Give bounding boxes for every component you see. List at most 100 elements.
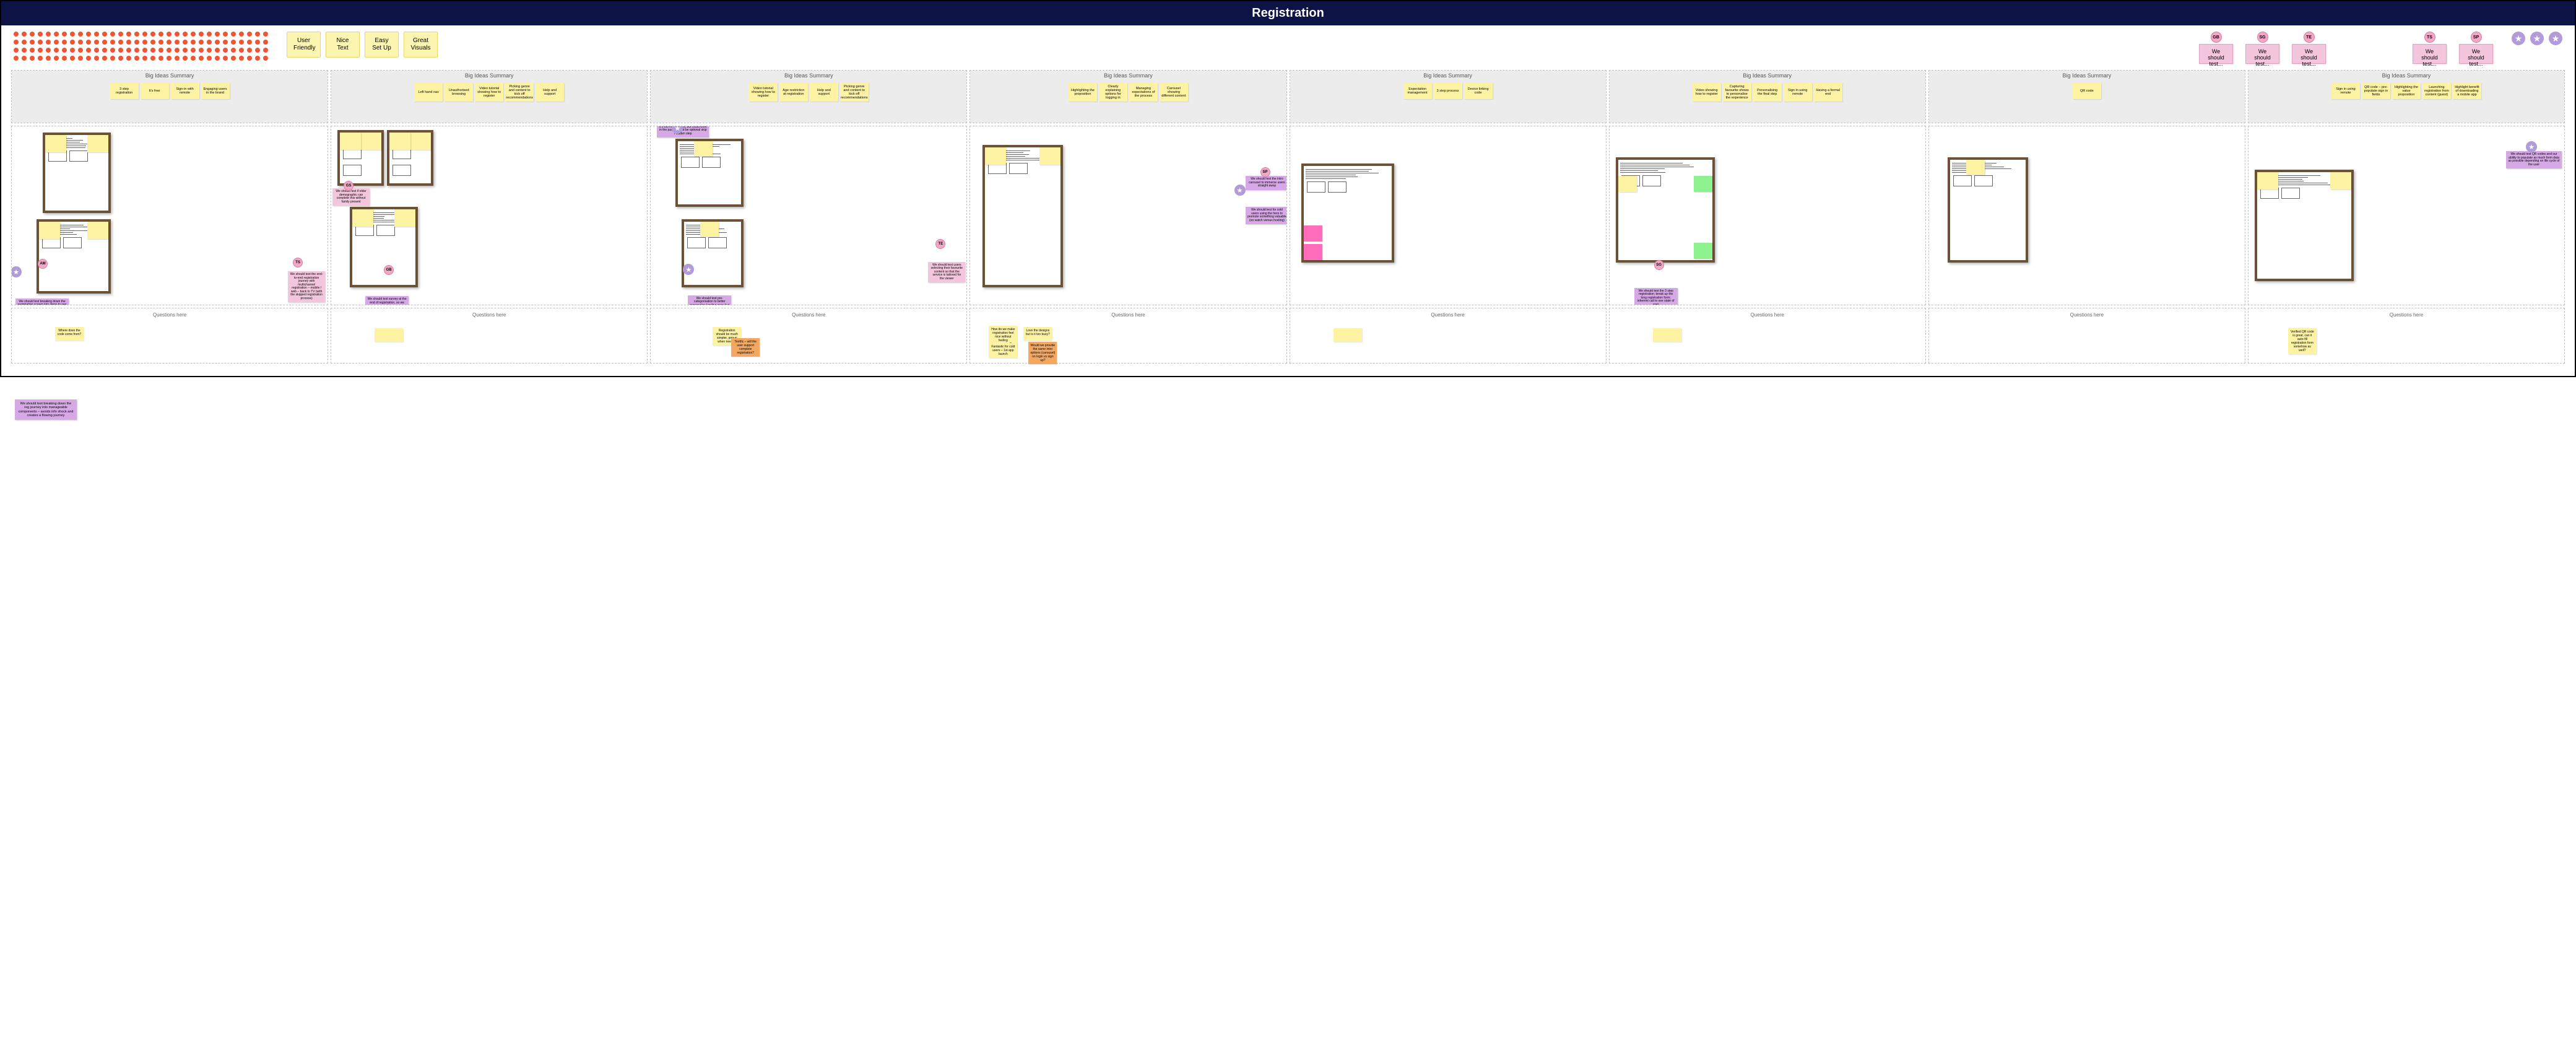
voting-dot[interactable] <box>126 56 131 61</box>
voting-dot[interactable] <box>78 40 83 45</box>
voting-dot[interactable] <box>62 32 67 37</box>
idea-sticky[interactable]: Help and support <box>536 83 564 102</box>
voting-dot[interactable] <box>207 48 212 53</box>
question-sticky[interactable]: Where does the code come from? <box>55 327 84 341</box>
voting-dot[interactable] <box>199 56 204 61</box>
voting-dot[interactable] <box>158 48 163 53</box>
voting-dot[interactable] <box>142 40 147 45</box>
question-sticky[interactable]: Terrific – will the user support complet… <box>731 338 760 357</box>
voting-dot[interactable] <box>255 48 260 53</box>
test-note[interactable]: TSWe should test... <box>2413 32 2447 64</box>
sketch-photo[interactable] <box>37 219 111 294</box>
voting-dot[interactable] <box>22 56 27 61</box>
voting-dot[interactable] <box>102 32 107 37</box>
voting-dot[interactable] <box>38 40 43 45</box>
voting-dot[interactable] <box>70 32 75 37</box>
voting-dot[interactable] <box>158 40 163 45</box>
idea-sticky[interactable]: Capturing favourite shows to personalise… <box>1723 83 1751 102</box>
voting-dot[interactable] <box>38 48 43 53</box>
idea-sticky[interactable]: Engaging users in the brand <box>201 83 230 99</box>
idea-sticky[interactable]: Carousel showing different content <box>1160 83 1188 102</box>
voting-dot[interactable] <box>102 48 107 53</box>
question-sticky[interactable] <box>375 328 403 342</box>
sketch-photo[interactable] <box>2255 170 2354 281</box>
voting-dot[interactable] <box>102 40 107 45</box>
voting-dot[interactable] <box>183 48 188 53</box>
voting-dot[interactable] <box>22 48 27 53</box>
purple-sticky[interactable]: We should test this pref at reg – is it … <box>657 126 709 137</box>
question-sticky[interactable] <box>1653 328 1681 342</box>
idea-sticky[interactable]: Sign-in with remote <box>171 83 199 99</box>
star-icon[interactable]: ★ <box>2512 32 2525 45</box>
voting-dot[interactable] <box>62 56 67 61</box>
voting-dot[interactable] <box>134 32 139 37</box>
voting-dot[interactable] <box>150 56 155 61</box>
voting-dot[interactable] <box>167 32 171 37</box>
question-sticky[interactable]: Fantastic for cold users – 1st app launc… <box>989 343 1017 358</box>
voting-dot[interactable] <box>38 56 43 61</box>
voting-dot[interactable] <box>223 32 228 37</box>
voting-dot[interactable] <box>150 32 155 37</box>
voting-dot[interactable] <box>126 48 131 53</box>
voting-dot[interactable] <box>263 32 268 37</box>
voting-dot[interactable] <box>110 48 115 53</box>
voting-dot[interactable] <box>191 40 196 45</box>
star-icon[interactable]: ★ <box>2549 32 2562 45</box>
voting-dot[interactable] <box>167 56 171 61</box>
voting-dot[interactable] <box>158 32 163 37</box>
star-icon[interactable]: ★ <box>2530 32 2544 45</box>
purple-sticky[interactable]: We should test breaking down the reg jou… <box>15 399 77 420</box>
voting-dot[interactable] <box>223 48 228 53</box>
idea-sticky[interactable]: Expectation management <box>1403 83 1432 99</box>
purple-sticky[interactable]: We should test breaking down the registr… <box>15 299 69 306</box>
tag-note[interactable]: User Friendly <box>287 32 321 58</box>
voting-dot[interactable] <box>199 32 204 37</box>
test-note[interactable]: GBWe should test... <box>2199 32 2233 64</box>
voting-dot[interactable] <box>118 48 123 53</box>
voting-dot[interactable] <box>223 40 228 45</box>
voting-dot[interactable] <box>215 32 220 37</box>
idea-sticky[interactable]: Age restriction at registration <box>779 83 808 102</box>
question-sticky[interactable] <box>1334 328 1362 342</box>
voting-dot[interactable] <box>247 40 252 45</box>
purple-sticky[interactable]: We should test the 3 step registration; … <box>1634 288 1678 306</box>
sketch-photo[interactable] <box>1616 157 1715 263</box>
voting-dot[interactable] <box>231 32 236 37</box>
voting-dot[interactable] <box>215 48 220 53</box>
voting-dot[interactable] <box>14 56 19 61</box>
voting-dot[interactable] <box>46 48 51 53</box>
voting-dot[interactable] <box>110 40 115 45</box>
idea-sticky[interactable]: Video tutorial showing how to register <box>749 83 778 102</box>
voting-dot[interactable] <box>54 32 59 37</box>
voting-dot[interactable] <box>134 56 139 61</box>
sketch-photo[interactable] <box>675 139 744 207</box>
idea-sticky[interactable]: Having a formal end <box>1814 83 1842 102</box>
voting-dot[interactable] <box>263 56 268 61</box>
voting-dot[interactable] <box>86 40 91 45</box>
voting-dot[interactable] <box>14 40 19 45</box>
idea-sticky[interactable]: Help and support <box>810 83 838 102</box>
voting-dot[interactable] <box>239 56 244 61</box>
voting-dot[interactable] <box>142 48 147 53</box>
pink-sticky[interactable]: We should test users selecting their fav… <box>928 262 965 283</box>
idea-sticky[interactable]: 3 step process <box>1434 83 1462 99</box>
voting-dot[interactable] <box>38 32 43 37</box>
purple-sticky[interactable]: We should test the intro carousel to imm… <box>1246 176 1287 190</box>
voting-dot[interactable] <box>142 56 147 61</box>
idea-sticky[interactable]: Highlight benefit of downloading a mobil… <box>2453 83 2481 99</box>
tag-note[interactable]: Great Visuals <box>404 32 438 58</box>
sketch-photo[interactable] <box>682 219 744 287</box>
idea-sticky[interactable]: Picking genre and content to kick off re… <box>840 83 869 102</box>
voting-dot[interactable] <box>150 48 155 53</box>
voting-dot[interactable] <box>126 32 131 37</box>
voting-dot[interactable] <box>54 48 59 53</box>
star-icon[interactable]: ★ <box>1234 185 1246 196</box>
tag-note[interactable]: Nice Text <box>326 32 360 58</box>
voting-dot[interactable] <box>158 56 163 61</box>
test-note[interactable]: TEWe should test... <box>2292 32 2326 64</box>
question-sticky[interactable]: Would we provide the same intro options … <box>1028 342 1057 364</box>
idea-sticky[interactable]: Highlighting the proposition <box>1069 83 1097 102</box>
voting-dot[interactable] <box>22 32 27 37</box>
voting-dot[interactable] <box>247 56 252 61</box>
purple-sticky[interactable]: We should test survey at the end of regi… <box>365 296 409 305</box>
